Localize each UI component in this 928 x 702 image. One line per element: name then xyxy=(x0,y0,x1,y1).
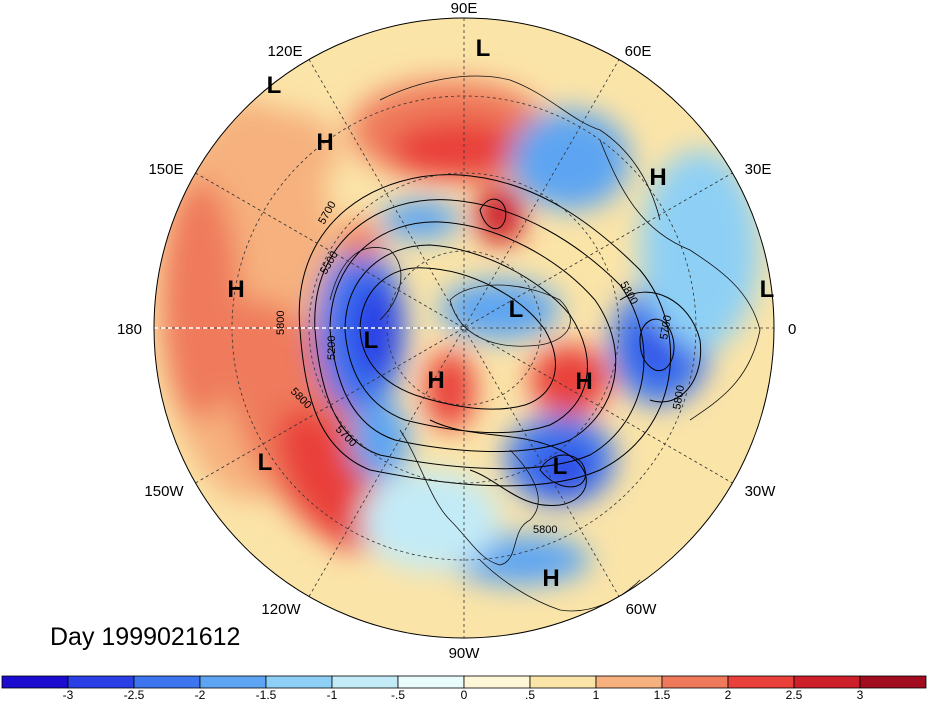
lon-label-150w: 150W xyxy=(144,483,184,500)
colorbar-tick-label: 3 xyxy=(857,688,864,702)
pressure-center-label: H xyxy=(575,368,592,395)
lon-label-90e: 90E xyxy=(451,0,478,17)
colorbar-swatch xyxy=(463,675,531,689)
lon-label-30w: 30W xyxy=(745,483,777,500)
pressure-center-label: L xyxy=(267,72,282,99)
colorbar-swatch xyxy=(199,675,267,689)
colorbar-tick-label: 1.5 xyxy=(654,688,671,702)
colorbar-tick-label: 0 xyxy=(461,688,468,702)
pressure-center-label: L xyxy=(509,296,524,323)
colorbar-swatch xyxy=(859,675,927,689)
pressure-center-label: L xyxy=(364,327,379,354)
lon-label-60w: 60W xyxy=(626,601,658,618)
longitude-labels: 90E 60E 30E 0 30W 60W 90W 120W 150W 180 … xyxy=(117,0,796,662)
colorbar-swatch xyxy=(133,675,201,689)
colorbar-swatch xyxy=(1,675,69,689)
lon-label-120w: 120W xyxy=(261,601,301,618)
height-contours xyxy=(298,174,702,507)
pressure-center-label: H xyxy=(542,565,559,592)
pressure-center-label: H xyxy=(427,367,444,394)
graticule xyxy=(154,18,774,638)
colorbar-tick-label: -1.5 xyxy=(256,688,277,702)
colorbar-tick-label: 1 xyxy=(593,688,600,702)
lon-label-60e: 60E xyxy=(625,43,652,60)
map-border xyxy=(153,17,775,639)
pressure-center-label: L xyxy=(760,276,775,303)
lon-label-90w: 90W xyxy=(449,645,481,662)
colorbar-swatch xyxy=(661,675,729,689)
colorbar: -3 -2.5 -2 -1.5 -1 -.5 0 .5 1 1.5 2 2.5 3 xyxy=(1,675,927,702)
colorbar-swatch xyxy=(67,675,135,689)
colorbar-tick-label: -3 xyxy=(63,688,74,702)
lon-label-0: 0 xyxy=(788,321,796,338)
contour-label: 5800 xyxy=(671,384,687,410)
colorbar-tick-label: -2.5 xyxy=(124,688,145,702)
pressure-center-label: H xyxy=(316,129,333,156)
colorbar-swatch xyxy=(529,675,597,689)
lon-label-120e: 120E xyxy=(267,43,302,60)
pressure-center-label: H xyxy=(649,164,666,191)
contour-label: 5700 xyxy=(658,314,674,340)
lon-label-150e: 150E xyxy=(148,161,183,178)
colorbar-swatch xyxy=(331,675,399,689)
colorbar-tick-label: 2.5 xyxy=(786,688,803,702)
colorbar-tick-label: -2 xyxy=(195,688,206,702)
colorbar-swatch xyxy=(727,675,795,689)
colorbar-tick-label: -1 xyxy=(327,688,338,702)
pressure-center-label: L xyxy=(258,449,273,476)
pressure-center-label: L xyxy=(476,35,491,62)
pressure-center-label: H xyxy=(227,276,244,303)
colorbar-swatch xyxy=(595,675,663,689)
lon-label-30e: 30E xyxy=(745,161,772,178)
pressure-center-label: L xyxy=(553,453,568,480)
colorbar-tick-label: 2 xyxy=(725,688,732,702)
colorbar-tick-label: -.5 xyxy=(391,688,405,702)
day-label: Day 1999021612 xyxy=(50,623,240,651)
colorbar-swatch xyxy=(793,675,861,689)
lon-label-180: 180 xyxy=(117,321,142,338)
contour-label: 5200 xyxy=(326,336,338,360)
colorbar-tick-label: .5 xyxy=(525,688,535,702)
colorbar-swatch xyxy=(397,675,465,689)
colorbar-swatch xyxy=(265,675,333,689)
contour-label: 5800 xyxy=(533,524,557,536)
pressure-centers: L L H H L H L L H H L L H xyxy=(227,35,774,592)
contour-label: 5800 xyxy=(275,311,287,335)
